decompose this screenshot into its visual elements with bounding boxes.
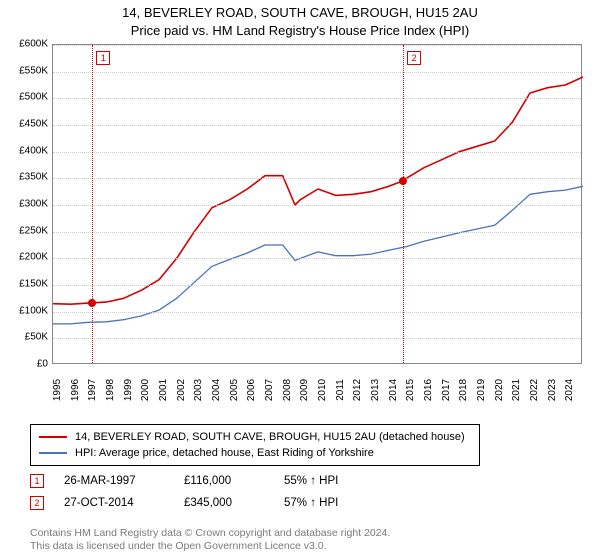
- x-tick-label: 1999: [123, 379, 134, 401]
- gridline: [53, 98, 581, 99]
- chart-area: £0 £50K £100K £150K £200K £250K £300K £350K £400…: [8, 44, 592, 392]
- legend-label: 14, BEVERLEY ROAD, SOUTH CAVE, BROUGH, H…: [75, 431, 465, 443]
- x-tick-label: 2024: [564, 379, 575, 401]
- y-tick-label: £50K: [6, 332, 48, 343]
- x-tick-label: 2011: [335, 379, 346, 401]
- sale-marker-icon: 2: [30, 496, 44, 510]
- sale-marker-box: 2: [407, 51, 421, 65]
- x-tick-label: 1998: [105, 379, 116, 401]
- sale-delta-hpi: 57% ↑ HPI: [284, 497, 404, 509]
- sale-vline: [92, 45, 93, 363]
- plot-area: 12: [52, 44, 582, 364]
- sale-vline: [403, 45, 404, 363]
- y-tick-label: £0: [6, 359, 48, 370]
- x-tick-label: 2013: [370, 379, 381, 401]
- x-tick-label: 2018: [458, 379, 469, 401]
- legend-row: HPI: Average price, detached house, East…: [39, 445, 471, 461]
- sale-marker-box: 1: [96, 51, 110, 65]
- footer-line-1: Contains HM Land Registry data © Crown c…: [30, 527, 390, 541]
- x-tick-label: 2014: [388, 379, 399, 401]
- gridline: [53, 125, 581, 126]
- gridline: [53, 338, 581, 339]
- y-tick-label: £600K: [6, 39, 48, 50]
- y-tick-label: £250K: [6, 225, 48, 236]
- x-tick-label: 2000: [140, 379, 151, 401]
- x-tick-label: 2017: [441, 379, 452, 401]
- title-area: 14, BEVERLEY ROAD, SOUTH CAVE, BROUGH, H…: [0, 0, 600, 39]
- x-tick-label: 2023: [547, 379, 558, 401]
- sale-price: £345,000: [184, 497, 284, 509]
- sale-dot: [88, 299, 96, 307]
- sale-date: 27-OCT-2014: [64, 497, 184, 509]
- gridline: [53, 232, 581, 233]
- footer: Contains HM Land Registry data © Crown c…: [30, 527, 390, 554]
- x-tick-label: 2003: [193, 379, 204, 401]
- y-tick-label: £100K: [6, 305, 48, 316]
- chart-container: 14, BEVERLEY ROAD, SOUTH CAVE, BROUGH, H…: [0, 0, 600, 560]
- x-tick-label: 2004: [211, 379, 222, 401]
- y-tick-label: £400K: [6, 145, 48, 156]
- x-tick-label: 2008: [282, 379, 293, 401]
- x-tick-label: 2009: [299, 379, 310, 401]
- x-tick-label: 2016: [423, 379, 434, 401]
- legend: 14, BEVERLEY ROAD, SOUTH CAVE, BROUGH, H…: [30, 424, 480, 466]
- y-tick-label: £300K: [6, 199, 48, 210]
- x-tick-label: 2010: [317, 379, 328, 401]
- series-property: [53, 77, 583, 304]
- gridline: [53, 258, 581, 259]
- x-tick-label: 1997: [87, 379, 98, 401]
- series-hpi: [53, 186, 583, 324]
- x-tick-label: 2005: [229, 379, 240, 401]
- legend-row: 14, BEVERLEY ROAD, SOUTH CAVE, BROUGH, H…: [39, 429, 471, 445]
- x-tick-label: 2012: [352, 379, 363, 401]
- legend-swatch-hpi: [39, 452, 67, 454]
- gridline: [53, 152, 581, 153]
- legend-label: HPI: Average price, detached house, East…: [75, 447, 374, 459]
- sale-price: £116,000: [184, 475, 284, 487]
- sale-dot: [399, 177, 407, 185]
- table-row: 1 26-MAR-1997 £116,000 55% ↑ HPI: [30, 470, 404, 492]
- x-tick-label: 2006: [246, 379, 257, 401]
- y-axis: £0£50K£100K£150K£200K£250K£300K£350K£400…: [8, 44, 50, 364]
- gridline: [53, 178, 581, 179]
- sales-table: 1 26-MAR-1997 £116,000 55% ↑ HPI 2 27-OC…: [30, 470, 404, 514]
- gridline: [53, 72, 581, 73]
- x-tick-label: 2002: [176, 379, 187, 401]
- legend-swatch-property: [39, 436, 67, 438]
- x-tick-label: 2022: [529, 379, 540, 401]
- x-axis: 1995199619971998199920002001200220032004…: [52, 364, 582, 392]
- title-line-2: Price paid vs. HM Land Registry's House …: [0, 22, 600, 40]
- sale-delta-hpi: 55% ↑ HPI: [284, 475, 404, 487]
- x-tick-label: 2015: [405, 379, 416, 401]
- sale-date: 26-MAR-1997: [64, 475, 184, 487]
- x-tick-label: 1996: [70, 379, 81, 401]
- title-line-1: 14, BEVERLEY ROAD, SOUTH CAVE, BROUGH, H…: [0, 4, 600, 22]
- y-tick-label: £150K: [6, 279, 48, 290]
- x-tick-label: 2020: [494, 379, 505, 401]
- table-row: 2 27-OCT-2014 £345,000 57% ↑ HPI: [30, 492, 404, 514]
- y-tick-label: £350K: [6, 172, 48, 183]
- gridline: [53, 205, 581, 206]
- x-tick-label: 2007: [264, 379, 275, 401]
- gridline: [53, 285, 581, 286]
- sale-marker-icon: 1: [30, 474, 44, 488]
- x-tick-label: 2001: [158, 379, 169, 401]
- gridline: [53, 45, 581, 46]
- footer-line-2: This data is licensed under the Open Gov…: [30, 540, 390, 554]
- y-tick-label: £200K: [6, 252, 48, 263]
- x-tick-label: 2021: [511, 379, 522, 401]
- y-tick-label: £450K: [6, 119, 48, 130]
- y-tick-label: £550K: [6, 65, 48, 76]
- y-tick-label: £500K: [6, 92, 48, 103]
- x-tick-label: 1995: [52, 379, 63, 401]
- x-tick-label: 2019: [476, 379, 487, 401]
- gridline: [53, 312, 581, 313]
